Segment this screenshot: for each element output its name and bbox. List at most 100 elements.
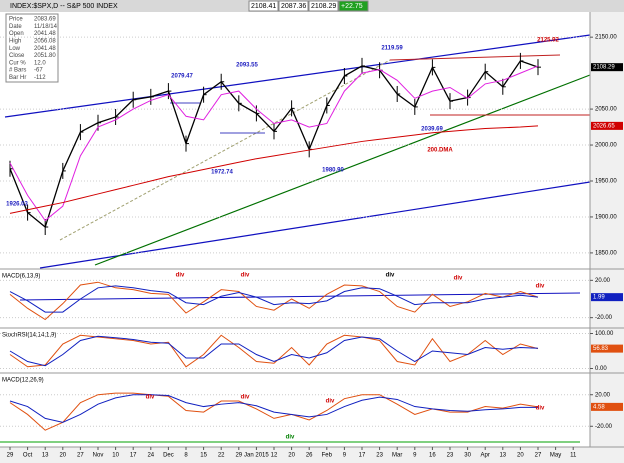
x-tick-label: 29 <box>235 453 242 459</box>
quote: 2108.41 <box>251 3 276 10</box>
annotation: div <box>241 273 250 279</box>
x-tick-label: 16 <box>429 453 436 459</box>
annotation: div <box>326 399 335 405</box>
info-value: 2041.48 <box>34 46 56 52</box>
x-tick-label: 20 <box>517 453 524 459</box>
x-tick-label: 17 <box>359 453 366 459</box>
y-tick-label: 20.00 <box>595 278 611 284</box>
annotation: div <box>241 395 250 401</box>
x-tick-label: 20 <box>59 453 66 459</box>
series-line <box>9 125 539 214</box>
info-label: Bar Hr <box>9 75 26 81</box>
plot-area <box>0 12 590 447</box>
y-tick-label: 100.00 <box>595 331 614 337</box>
annotation: 1972.74 <box>211 170 233 176</box>
x-tick-label: Dec <box>163 453 174 459</box>
annotation: 2039.69 <box>421 127 443 133</box>
x-tick-label: Jan 2015 <box>244 453 269 459</box>
y-tick-label: 2050.00 <box>595 107 617 113</box>
info-box <box>5 13 59 83</box>
info-value: 11/18/14 <box>34 24 58 30</box>
info-label: Low <box>9 46 21 52</box>
info-label: Cur % <box>9 60 26 66</box>
quote-box <box>338 0 369 12</box>
annotation: 2093.55 <box>236 63 258 69</box>
info-value: 2056.08 <box>34 38 56 44</box>
last-value-label: 56.83 <box>593 346 609 352</box>
x-tick-label: Nov <box>93 453 104 459</box>
x-tick-label: 10 <box>112 453 119 459</box>
info-label: High <box>9 38 21 44</box>
annotation: div <box>176 273 185 279</box>
annotation: 2079.47 <box>171 74 193 80</box>
series-line <box>9 281 539 321</box>
x-tick-label: 20 <box>288 453 295 459</box>
x-tick-label: 23 <box>447 453 454 459</box>
annotation: 2119.59 <box>381 46 403 52</box>
panel-title: StochRSI(14,14,1,9) <box>2 333 56 339</box>
annotation: div <box>386 273 395 279</box>
panel-title: MACD(6,13,9) <box>2 274 40 280</box>
series-line <box>9 335 539 367</box>
last-value-tag <box>591 344 623 353</box>
info-label: Price <box>9 17 23 23</box>
annotation: div <box>536 406 545 412</box>
x-tick-label: 9 <box>343 453 347 459</box>
annotation: 200.DMA <box>427 148 453 154</box>
y-tick-label: -20.00 <box>595 315 613 321</box>
info-value: 2083.69 <box>34 17 56 23</box>
x-tick-label: 17 <box>130 453 137 459</box>
quote-box <box>308 0 339 12</box>
x-tick-label: 22 <box>218 453 225 459</box>
last-value-tag <box>591 63 623 72</box>
x-tick-label: 8 <box>184 453 188 459</box>
x-tick-label: 13 <box>499 453 506 459</box>
series-line <box>9 392 539 431</box>
x-tick-label: 15 <box>200 453 207 459</box>
x-tick-label: 12 <box>271 453 278 459</box>
y-tick-label: 2150.00 <box>595 35 617 41</box>
info-label: # Bars <box>9 68 26 74</box>
quote: 2108.29 <box>311 3 336 10</box>
x-tick-label: 27 <box>77 453 84 459</box>
x-tick-label: 9 <box>413 453 417 459</box>
annotation: 1980.90 <box>322 168 344 174</box>
x-tick-label: 27 <box>535 453 542 459</box>
x-tick-label: 23 <box>376 453 383 459</box>
x-tick-label: Feb <box>322 453 333 459</box>
y-tick-label: 1850.00 <box>595 250 617 256</box>
series-line <box>9 65 539 222</box>
x-tick-label: 30 <box>464 453 471 459</box>
annotation: div <box>536 284 545 290</box>
info-label: Date <box>9 24 22 30</box>
annotation: div <box>286 435 295 441</box>
chart-title: INDEX:$SPX,D -- S&P 500 INDEX <box>10 3 118 10</box>
annotation: div <box>454 276 463 282</box>
annotation: 2125.92 <box>537 38 559 44</box>
x-tick-label: 24 <box>147 453 154 459</box>
info-value: -112 <box>34 75 46 81</box>
panel-title: MACD(12,26,9) <box>2 378 44 384</box>
panel-borders <box>0 12 624 448</box>
quote-box <box>248 0 279 12</box>
last-value-tag <box>591 402 623 411</box>
info-value: 2051.80 <box>34 53 56 59</box>
last-value-label: 4.58 <box>593 404 605 410</box>
quote: 2087.36 <box>281 3 306 10</box>
x-tick-label: Oct <box>23 453 33 459</box>
x-tick-label: 29 <box>7 453 14 459</box>
y-tick-label: 1900.00 <box>595 215 617 221</box>
annotation: 1926.03 <box>6 202 28 208</box>
trendlines <box>0 34 591 443</box>
last-value-label: 2026.65 <box>593 123 615 129</box>
axis-strip <box>590 12 624 447</box>
x-tick-label: 13 <box>42 453 49 459</box>
x-tick-label: 11 <box>570 453 577 459</box>
x-tick-label: 26 <box>306 453 313 459</box>
series-line <box>9 334 539 368</box>
last-value-label: 1.99 <box>593 295 605 301</box>
annotation: div <box>146 395 155 401</box>
y-tick-label: 20.00 <box>595 392 611 398</box>
